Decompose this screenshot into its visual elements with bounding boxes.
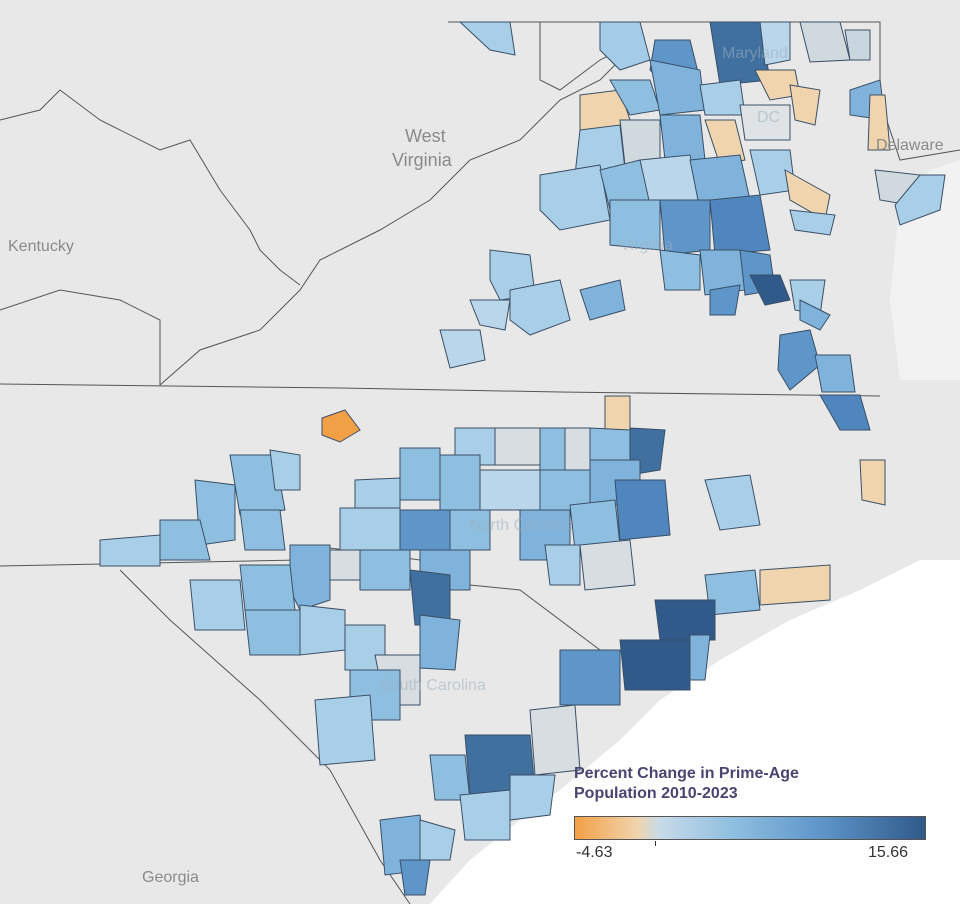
county — [709, 194, 771, 256]
county — [458, 21, 516, 56]
county — [509, 279, 571, 336]
county — [289, 544, 331, 611]
wv-va-border — [159, 39, 641, 386]
state-label-west-virginia-2: Virginia — [392, 150, 453, 170]
county — [544, 544, 581, 586]
county — [239, 509, 286, 551]
county — [244, 609, 301, 656]
county — [819, 394, 871, 431]
county — [399, 509, 451, 551]
county — [799, 299, 831, 331]
county — [659, 114, 706, 161]
county — [399, 447, 441, 501]
county — [699, 79, 746, 116]
county — [739, 104, 791, 141]
legend-max-label: 15.66 — [867, 844, 908, 861]
state-label-delaware: Delaware — [876, 137, 944, 154]
county — [559, 649, 621, 706]
county — [859, 459, 886, 506]
county — [709, 284, 741, 316]
county — [269, 449, 301, 491]
legend-title-line-1: Percent Change in Prime-Age — [574, 765, 799, 782]
county — [689, 634, 711, 681]
state-label-west-virginia: West — [405, 126, 446, 146]
county — [419, 819, 456, 861]
state-label-georgia: Georgia — [142, 869, 199, 886]
county — [459, 789, 511, 841]
county — [614, 479, 671, 541]
county — [749, 274, 791, 306]
county — [354, 477, 401, 511]
county — [509, 774, 556, 821]
ky-va-border — [0, 289, 161, 385]
county — [299, 604, 346, 656]
county — [314, 694, 376, 766]
county — [704, 119, 746, 166]
state-label-virginia: Virginia — [620, 237, 673, 254]
county — [579, 539, 636, 591]
ky-wv-border — [0, 89, 301, 286]
county — [419, 614, 461, 671]
county — [814, 354, 856, 393]
county — [99, 534, 161, 567]
county — [494, 427, 541, 466]
county — [359, 549, 411, 591]
state-label-north-carolina: North Carolina — [470, 517, 573, 534]
state-label-kentucky: Kentucky — [8, 238, 74, 255]
color-legend: Percent Change in Prime-Age Population 2… — [574, 764, 944, 864]
county — [759, 564, 831, 606]
county — [429, 754, 471, 801]
county — [399, 859, 431, 896]
county — [659, 249, 701, 291]
county — [599, 21, 651, 71]
virginia-counties — [439, 21, 946, 393]
county — [789, 84, 821, 126]
county — [329, 549, 361, 581]
county — [539, 427, 566, 471]
state-label-maryland: Maryland — [722, 45, 788, 62]
legend-labels: -4.63 15.66 — [574, 844, 926, 864]
county — [539, 164, 611, 231]
county — [759, 21, 791, 66]
county — [704, 474, 761, 531]
county — [189, 579, 246, 631]
nc-counties — [99, 394, 886, 691]
county — [564, 427, 591, 471]
sc-counties — [189, 564, 621, 896]
county — [894, 174, 946, 226]
county — [654, 599, 716, 641]
county — [469, 299, 511, 331]
county — [867, 94, 891, 151]
county — [529, 704, 581, 776]
county — [449, 509, 491, 551]
state-label-dc: DC — [757, 109, 780, 126]
county — [777, 329, 821, 391]
county — [439, 454, 481, 511]
legend-title-line-2: Population 2010-2023 — [574, 785, 738, 802]
legend-min-label: -4.63 — [576, 844, 613, 861]
state-label-south-carolina: South Carolina — [380, 677, 486, 694]
county — [439, 329, 486, 369]
county — [321, 409, 361, 443]
county — [239, 564, 296, 611]
county — [619, 639, 691, 691]
legend-color-bar — [574, 816, 926, 846]
county — [339, 507, 401, 551]
county — [844, 29, 871, 61]
county — [789, 209, 836, 236]
county — [579, 279, 626, 321]
county — [479, 469, 541, 511]
va-nc-border — [0, 383, 881, 397]
legend-zero-tick — [655, 841, 656, 846]
county — [229, 454, 286, 516]
